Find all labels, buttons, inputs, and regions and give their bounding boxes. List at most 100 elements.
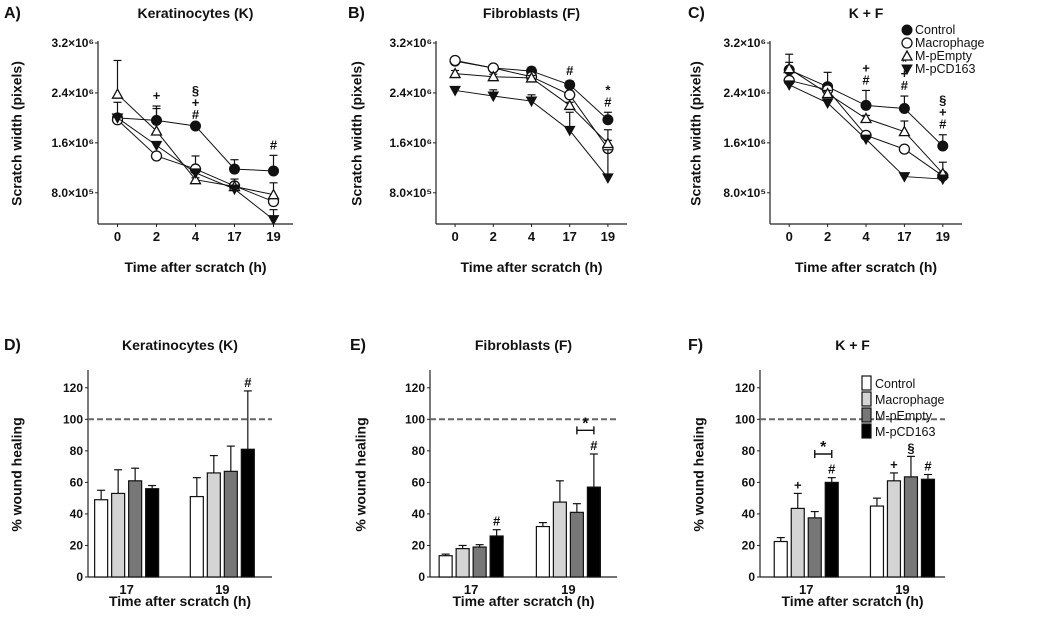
- data-point-triangle-open: [601, 137, 615, 149]
- x-tick-label: 17: [799, 582, 813, 597]
- series-control: [438, 521, 550, 578]
- bar: [586, 486, 601, 578]
- y-axis-label: % wound healing: [353, 417, 369, 531]
- significance-mark: #: [590, 438, 598, 453]
- y-tick-label: 40: [412, 507, 426, 521]
- panel-label: E): [350, 337, 366, 354]
- y-tick-label: 120: [735, 381, 755, 395]
- data-point-triangle-down-filled: [189, 168, 202, 179]
- significance-mark: +: [901, 66, 909, 81]
- x-tick-label: 4: [192, 229, 200, 244]
- data-point-triangle-open: [150, 124, 163, 136]
- series-m-pcd163: [489, 453, 601, 578]
- y-axis-label: % wound healing: [691, 417, 707, 531]
- significance-mark: #: [828, 462, 836, 477]
- data-point-circle-open: [564, 89, 576, 101]
- series-control: [449, 55, 614, 126]
- y-tick-label: 20: [70, 538, 84, 552]
- data-point-triangle-down-filled: [150, 140, 163, 152]
- x-tick-label: 17: [119, 582, 133, 597]
- significance-mark: *: [820, 439, 827, 456]
- x-axis-label: Time after scratch (h): [781, 593, 923, 609]
- legend-swatch: [861, 375, 872, 391]
- significance-mark: *: [902, 54, 908, 69]
- chart-title: K + F: [835, 337, 870, 353]
- data-point-triangle-down-filled: [936, 174, 949, 186]
- y-tick-label: 0: [418, 570, 425, 584]
- y-tick-label: 1.6×10⁶: [723, 136, 766, 150]
- series-m-pempty: [128, 445, 238, 578]
- y-tick-label: 40: [70, 507, 84, 521]
- y-tick-label: 40: [742, 507, 756, 521]
- data-point-triangle-down-filled: [602, 173, 614, 184]
- data-point-triangle-open: [448, 67, 462, 79]
- data-point-triangle-down-filled: [563, 125, 576, 137]
- data-point-triangle-down-filled: [898, 172, 911, 183]
- y-tick-label: 100: [63, 412, 83, 426]
- data-point-triangle-down-filled: [525, 96, 538, 108]
- x-tick-label: 4: [528, 229, 536, 244]
- bar: [535, 525, 550, 578]
- y-tick-label: 3.2×10⁶: [389, 36, 432, 50]
- bar: [206, 472, 221, 578]
- bar: [903, 476, 919, 578]
- y-tick-label: 2.4×10⁶: [51, 86, 94, 100]
- legend-swatch: [861, 391, 872, 407]
- series-m-pcd163: [111, 113, 280, 226]
- bar: [886, 480, 902, 578]
- data-point-triangle-down-filled: [267, 215, 280, 226]
- bar: [240, 448, 255, 578]
- data-point-triangle-open: [783, 62, 796, 74]
- y-axis-label: Scratch width (pixels): [349, 61, 365, 206]
- x-tick-label: 19: [601, 229, 615, 244]
- y-tick-label: 1.6×10⁶: [51, 136, 94, 150]
- significance-mark: +: [153, 88, 161, 103]
- significance-mark: #: [604, 94, 612, 109]
- legend-label: M-pEmpty: [875, 409, 933, 423]
- data-point-circle-filled: [860, 99, 872, 111]
- data-point-triangle-down-filled: [821, 98, 834, 109]
- data-point-triangle-open: [267, 188, 280, 200]
- bar: [455, 548, 470, 578]
- data-point-circle-filled: [564, 79, 576, 91]
- y-tick-label: 80: [742, 444, 756, 458]
- x-tick-label: 17: [227, 229, 241, 244]
- series-m-pempty: [472, 503, 584, 578]
- y-tick-label: 100: [735, 412, 755, 426]
- y-tick-label: 0: [76, 570, 83, 584]
- bar: [824, 481, 839, 578]
- significance-mark: #: [244, 375, 252, 390]
- chart-title: Keratinocytes (K): [122, 337, 238, 353]
- bar: [223, 470, 238, 578]
- y-tick-label: 120: [405, 381, 425, 395]
- x-tick-label: 19: [895, 582, 909, 597]
- bar: [128, 480, 143, 578]
- y-tick-label: 2.4×10⁶: [723, 86, 766, 100]
- legend-marker-triangle-down-filled: [901, 64, 913, 76]
- significance-mark: +: [794, 477, 802, 492]
- data-point-triangle-down-filled: [228, 184, 241, 196]
- legend-label: Control: [915, 23, 955, 37]
- data-point-triangle-open: [898, 125, 911, 137]
- bar: [920, 478, 936, 578]
- series-m-pcd163: [783, 80, 949, 186]
- y-tick-label: 20: [742, 538, 756, 552]
- data-point-circle-filled: [229, 163, 240, 175]
- series-control: [773, 497, 885, 578]
- x-tick-label: 2: [824, 229, 831, 244]
- panel-f: F) K + F % wound healing Time after scratch…: [688, 337, 945, 609]
- legend-label: M-pEmpty: [915, 49, 973, 63]
- data-point-triangle-open: [563, 99, 576, 111]
- x-tick-label: 19: [561, 582, 575, 597]
- significance-mark: #: [924, 459, 932, 474]
- series-m-pcd163: [824, 473, 936, 578]
- bar: [145, 488, 160, 578]
- data-point-circle-filled: [602, 114, 614, 126]
- data-point-triangle-open: [189, 173, 202, 185]
- data-point-circle-open: [449, 54, 461, 67]
- y-tick-label: 8.0×10⁵: [389, 186, 432, 200]
- y-tick-label: 60: [412, 475, 426, 489]
- significance-mark: #: [901, 78, 909, 93]
- x-tick-label: 2: [153, 229, 160, 244]
- data-point-circle-filled: [937, 140, 949, 152]
